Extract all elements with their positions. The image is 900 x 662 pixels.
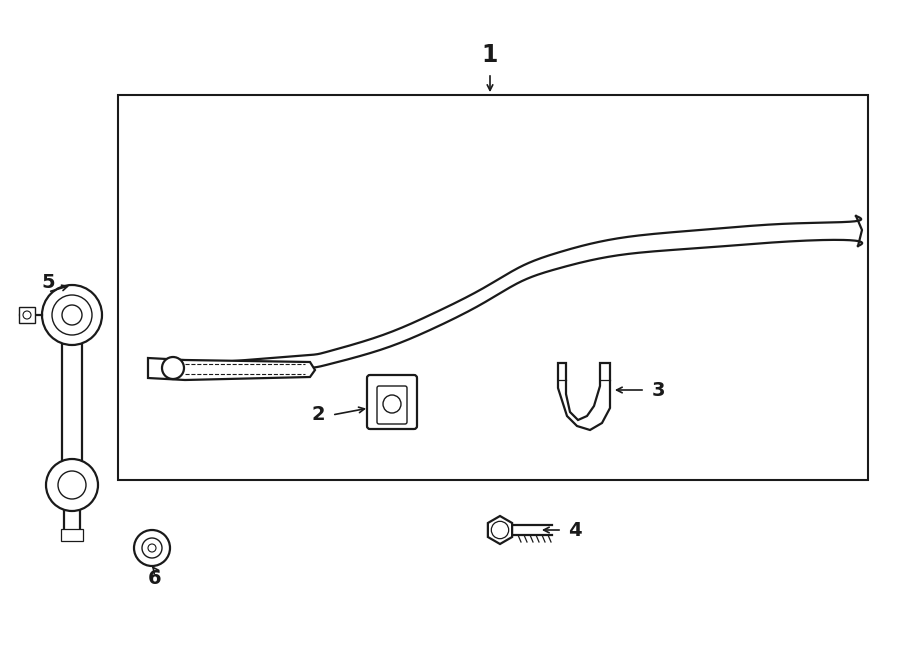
Circle shape <box>52 295 92 335</box>
Text: 2: 2 <box>311 406 325 424</box>
Circle shape <box>46 459 98 511</box>
Circle shape <box>134 530 170 566</box>
Text: 4: 4 <box>568 520 581 540</box>
FancyBboxPatch shape <box>61 529 83 541</box>
FancyBboxPatch shape <box>377 386 407 424</box>
Circle shape <box>142 538 162 558</box>
Text: 1: 1 <box>482 43 499 67</box>
Text: 3: 3 <box>652 381 665 399</box>
FancyBboxPatch shape <box>19 307 35 323</box>
Text: 6: 6 <box>148 569 162 587</box>
Circle shape <box>148 544 156 552</box>
Circle shape <box>42 285 102 345</box>
Polygon shape <box>488 516 512 544</box>
Bar <box>118 95 868 480</box>
Text: 5: 5 <box>41 273 55 291</box>
Circle shape <box>162 357 184 379</box>
Polygon shape <box>148 358 315 380</box>
Polygon shape <box>558 363 610 430</box>
FancyBboxPatch shape <box>367 375 417 429</box>
Circle shape <box>383 395 401 413</box>
Circle shape <box>62 305 82 325</box>
Circle shape <box>58 471 86 499</box>
Circle shape <box>491 521 508 539</box>
Circle shape <box>23 311 31 319</box>
